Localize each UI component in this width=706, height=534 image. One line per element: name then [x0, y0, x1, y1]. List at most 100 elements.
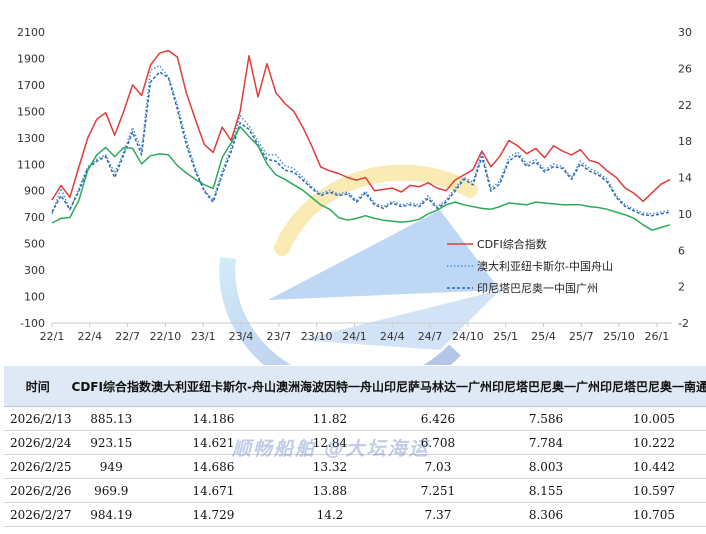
x-tick-label: 26/1 [645, 330, 670, 343]
chart-area: -100 100 300 500 700 900 1100 1300 1500 1700 1900 2… [17, 26, 692, 399]
x-tick-label: 25/4 [531, 330, 556, 343]
table-cell: 7.37 [383, 502, 492, 527]
table-cell: 885.13 [71, 406, 151, 431]
x-tick-label: 24/4 [380, 330, 405, 343]
table-header: 澳大利亚纽卡斯尔-舟山 [150, 366, 276, 407]
table-cell: 949 [71, 454, 151, 479]
table-cell: 14.621 [150, 430, 276, 455]
table-cell: 12.84 [275, 430, 384, 455]
table-cell: 7.251 [383, 478, 492, 503]
right-tick-label: 22 [678, 99, 692, 112]
table-cell: 10.222 [600, 430, 706, 455]
x-tick-label: 25/10 [603, 330, 635, 343]
table-cell: 10.442 [600, 454, 706, 479]
table-row: 2026/2/26 969.9 14.671 13.88 7.251 8.155… [4, 478, 706, 503]
left-tick-label: 900 [24, 185, 45, 198]
table-cell: 6.426 [383, 406, 492, 431]
table-cell: 6.708 [383, 430, 492, 455]
table-cell: 2026/2/25 [4, 454, 72, 479]
right-tick-label: 30 [678, 26, 692, 39]
left-tick-label: 1100 [17, 158, 45, 171]
series-line-1 [51, 49, 671, 203]
left-tick-label: 700 [24, 211, 45, 224]
x-tick-label: 25/1 [493, 330, 518, 343]
x-tick-label: 24/1 [342, 330, 367, 343]
series-line-3 [51, 71, 671, 217]
left-tick-label: 1300 [17, 132, 45, 145]
series-line-2 [51, 64, 671, 215]
left-tick-label: 2100 [17, 26, 45, 39]
table-cell: 7.586 [491, 406, 600, 431]
table-cell: 10.597 [600, 478, 706, 503]
x-tick-label: 23/1 [191, 330, 216, 343]
table-cell: 14.186 [150, 406, 276, 431]
right-tick-label: -2 [678, 317, 689, 330]
table-cell: 13.32 [275, 454, 384, 479]
table-cell: 10.005 [600, 406, 706, 431]
series-line-4 [51, 125, 671, 231]
x-tick-label: 23/4 [229, 330, 254, 343]
left-axis-ticks: -100 100 300 500 700 900 1100 1300 1500 1700 1900 2… [17, 26, 45, 330]
table-cell: 14.671 [150, 478, 276, 503]
table-cell: 2026/2/26 [4, 478, 72, 503]
left-tick-label: 300 [24, 264, 45, 277]
table-cell: 8.003 [491, 454, 600, 479]
table-cell: 10.705 [600, 502, 706, 527]
table-header: 印尼塔巴尼奥一南通 [600, 366, 706, 407]
series-lines [51, 49, 671, 231]
table-cell: 2026/2/24 [4, 430, 72, 455]
left-tick-label: 1500 [17, 105, 45, 118]
table-cell: 2026/2/13 [4, 406, 72, 431]
data-table: 时间 CDFI综合指数 澳大利亚纽卡斯尔-舟山 澳洲海波因特一舟山 印尼萨马林达… [4, 366, 706, 527]
table-cell: 923.15 [71, 430, 151, 455]
right-tick-label: 6 [678, 244, 685, 257]
left-tick-label: 100 [24, 291, 45, 304]
x-tick-label: 22/1 [40, 330, 65, 343]
left-tick-label: 1700 [17, 79, 45, 92]
right-tick-label: 14 [678, 172, 692, 185]
left-tick-label: -100 [20, 317, 45, 330]
left-tick-label: 1900 [17, 52, 45, 65]
table-cell: 11.82 [275, 406, 384, 431]
x-tick-label: 22/4 [77, 330, 102, 343]
x-tick-label: 22/10 [150, 330, 182, 343]
table-row: 2026/2/25 949 14.686 13.32 7.03 8.003 10… [4, 454, 706, 479]
legend-label: CDFI综合指数 [477, 237, 547, 251]
line-chart: -100 100 300 500 700 900 1100 1300 1500 1700 1900 2… [17, 26, 692, 399]
right-tick-label: 18 [678, 135, 692, 148]
table-cell: 969.9 [71, 478, 151, 503]
table-cell: 7.03 [383, 454, 492, 479]
legend-label: 印尼塔巴尼奥一中国广州 [477, 281, 598, 295]
x-tick-label: 25/7 [569, 330, 594, 343]
x-tick-label: 23/10 [301, 330, 333, 343]
table-header: 印尼萨马林达一广州 [383, 366, 492, 407]
table-cell: 2026/2/27 [4, 502, 72, 527]
legend-label: 澳大利亚纽卡斯尔-中国舟山 [477, 259, 613, 273]
table-cell: 8.155 [491, 478, 600, 503]
table-header: 澳洲海波因特一舟山 [275, 366, 384, 407]
right-tick-label: 10 [678, 208, 692, 221]
table-cell: 13.88 [275, 478, 384, 503]
table-row: 2026/2/13 885.13 14.186 11.82 6.426 7.58… [4, 406, 706, 431]
x-tick-label: 23/7 [266, 330, 291, 343]
table-row: 2026/2/27 984.19 14.729 14.2 7.37 8.306 … [4, 502, 706, 527]
table-cell: 8.306 [491, 502, 600, 527]
x-tick-label: 24/10 [452, 330, 484, 343]
left-tick-label: 500 [24, 238, 45, 251]
table-header: 印尼塔巴尼奥一广州 [491, 366, 600, 407]
right-tick-label: 26 [678, 62, 692, 75]
x-axis-ticks: 22/1 22/4 22/7 22/10 23/1 23/4 23/7 23/10 24/1 24… [40, 323, 670, 343]
table-row: 2026/2/24 923.15 14.621 12.84 6.708 7.78… [4, 430, 706, 455]
table-cell: 7.784 [491, 430, 600, 455]
x-tick-label: 22/7 [115, 330, 140, 343]
table-cell: 14.686 [150, 454, 276, 479]
table-header: CDFI综合指数 [71, 366, 151, 407]
table-cell: 14.729 [150, 502, 276, 527]
table-header: 时间 [4, 366, 72, 407]
watermark-text: 顺畅船舶 @大坛海运 [232, 438, 430, 460]
x-tick-label: 24/7 [418, 330, 443, 343]
table-cell: 984.19 [71, 502, 151, 527]
right-tick-label: 2 [678, 281, 685, 294]
